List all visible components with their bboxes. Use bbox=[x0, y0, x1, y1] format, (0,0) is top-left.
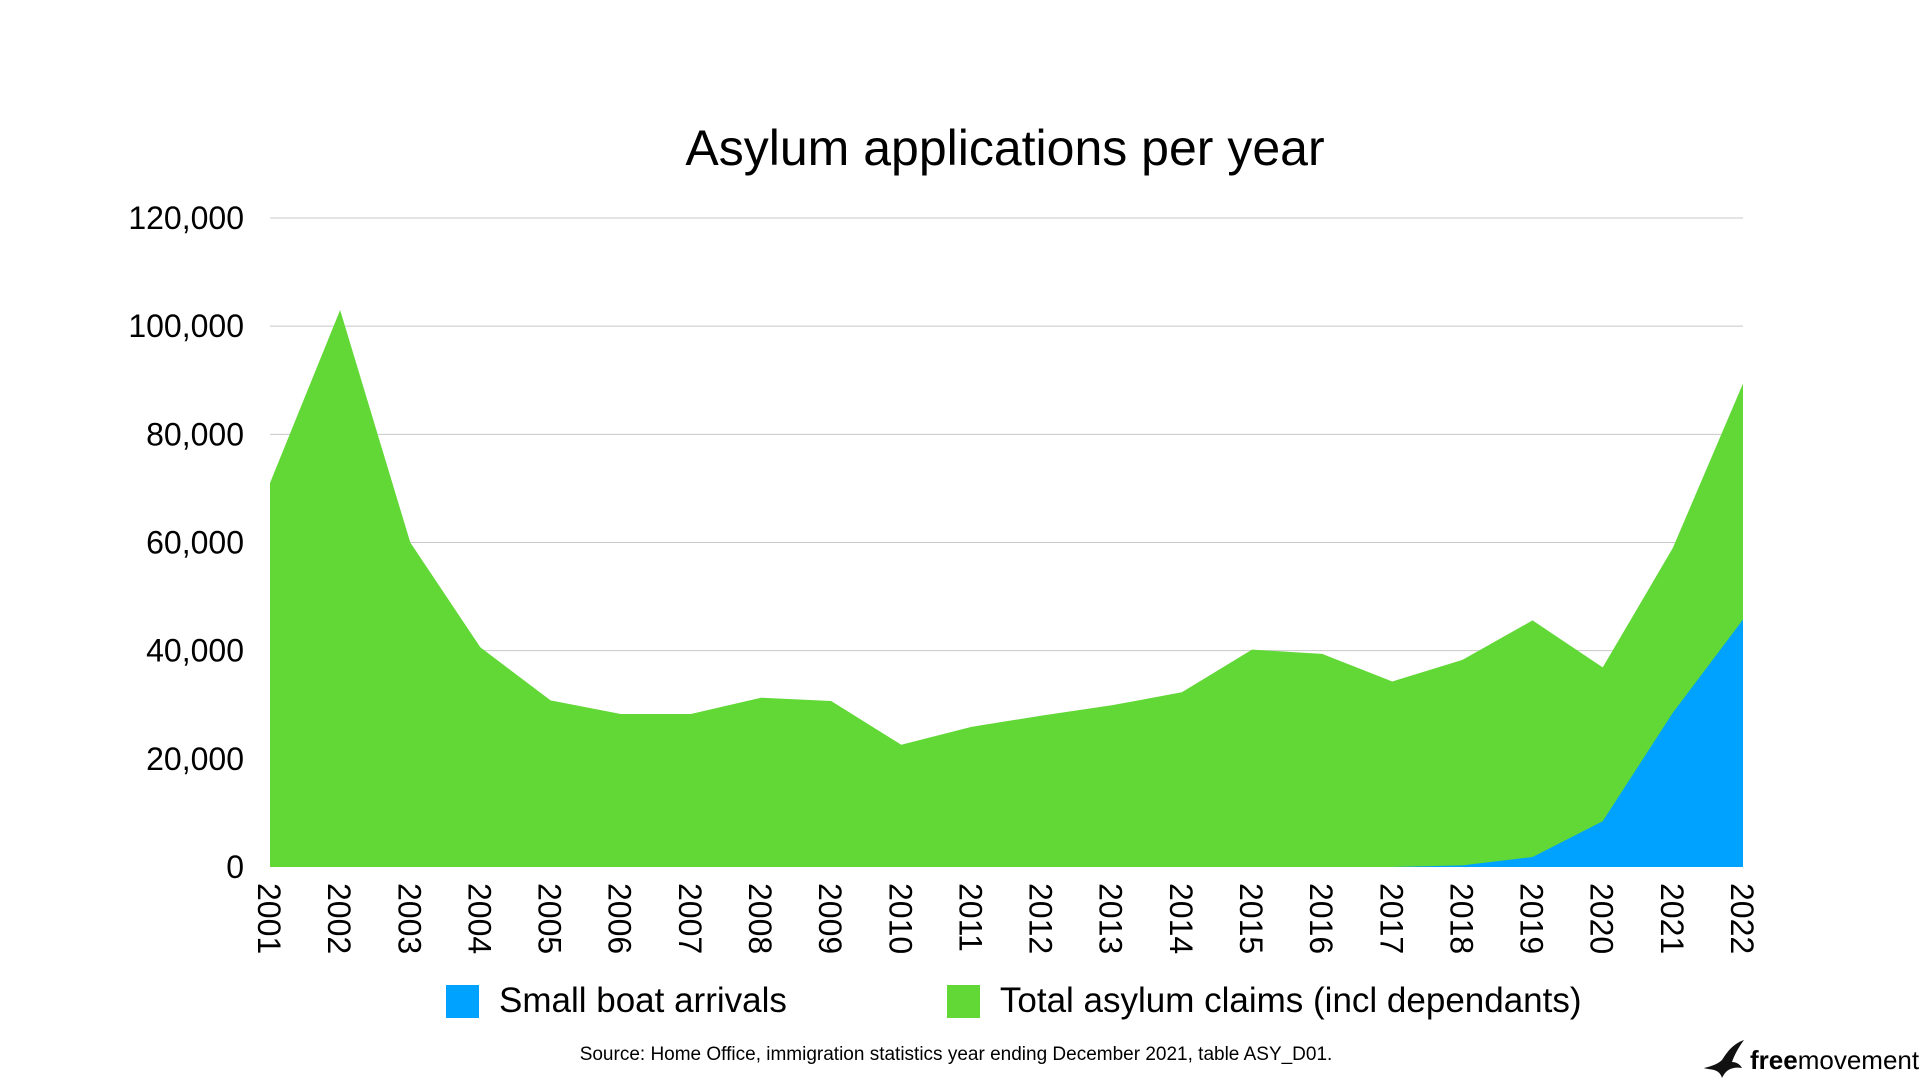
source-note: Source: Home Office, immigration statist… bbox=[579, 1044, 1333, 1065]
brand-logo: freemovement bbox=[1702, 1030, 1919, 1078]
x-axis: 2001 2002 2003 2004 2005 2006 2007 2008 2009 2010… bbox=[251, 883, 1760, 954]
x-tick-label: 2017 bbox=[1373, 883, 1409, 954]
x-tick-label: 2014 bbox=[1163, 883, 1199, 954]
legend: Small boat arrivals Total asylum claims … bbox=[446, 978, 1582, 1024]
brand-name-regular: movement bbox=[1797, 1045, 1920, 1075]
x-tick-label: 2012 bbox=[1023, 883, 1059, 954]
legend-swatch-small-boat-arrivals bbox=[446, 984, 479, 1018]
legend-swatch-total-asylum-claims bbox=[946, 984, 980, 1018]
x-tick-label: 2001 bbox=[251, 883, 287, 954]
y-tick-label: 0 bbox=[226, 849, 244, 885]
x-tick-label: 2011 bbox=[952, 883, 988, 952]
y-tick-label: 20,000 bbox=[146, 741, 244, 777]
y-tick-label: 40,000 bbox=[146, 633, 244, 669]
y-tick-label: 80,000 bbox=[146, 416, 244, 452]
x-tick-label: 2003 bbox=[391, 883, 427, 954]
x-tick-label: 2007 bbox=[672, 883, 708, 954]
chart-title: Asylum applications per year bbox=[685, 120, 1325, 176]
x-tick-label: 2006 bbox=[602, 883, 638, 954]
x-tick-label: 2013 bbox=[1093, 883, 1129, 954]
x-tick-label: 2015 bbox=[1233, 883, 1269, 954]
series-total-asylum-claims bbox=[270, 309, 1743, 867]
area-total-asylum-claims bbox=[270, 309, 1743, 867]
x-tick-label: 2004 bbox=[461, 883, 497, 954]
x-tick-label: 2010 bbox=[882, 883, 918, 954]
x-tick-label: 2018 bbox=[1443, 883, 1479, 954]
x-tick-label: 2002 bbox=[321, 883, 357, 954]
x-tick-label: 2008 bbox=[742, 883, 778, 954]
legend-label-total-asylum-claims: Total asylum claims (incl dependants) bbox=[999, 981, 1582, 1020]
legend-item-small-boat-arrivals: Small boat arrivals bbox=[446, 981, 787, 1021]
brand-name: freemovement bbox=[1750, 1044, 1919, 1076]
x-tick-label: 2019 bbox=[1514, 883, 1550, 954]
x-tick-label: 2009 bbox=[812, 883, 848, 954]
x-tick-label: 2005 bbox=[532, 883, 568, 954]
legend-label-small-boat-arrivals: Small boat arrivals bbox=[499, 981, 787, 1020]
area-small-boat-arrivals bbox=[270, 619, 1743, 867]
x-tick-label: 2021 bbox=[1654, 883, 1690, 954]
series-small-boat-arrivals bbox=[270, 619, 1743, 867]
legend-item-total-asylum-claims: Total asylum claims (incl dependants) bbox=[946, 981, 1582, 1021]
bird-icon bbox=[1704, 1040, 1744, 1078]
x-tick-label: 2016 bbox=[1303, 883, 1339, 954]
y-tick-label: 60,000 bbox=[146, 525, 244, 561]
y-axis: 0 20,000 40,000 60,000 80,000 100,000 120,000 bbox=[128, 200, 244, 885]
y-tick-label: 120,000 bbox=[128, 200, 244, 236]
y-tick-label: 100,000 bbox=[128, 308, 244, 344]
x-tick-label: 2022 bbox=[1724, 883, 1760, 954]
x-tick-label: 2020 bbox=[1584, 883, 1620, 954]
brand-name-bold: free bbox=[1750, 1045, 1798, 1075]
